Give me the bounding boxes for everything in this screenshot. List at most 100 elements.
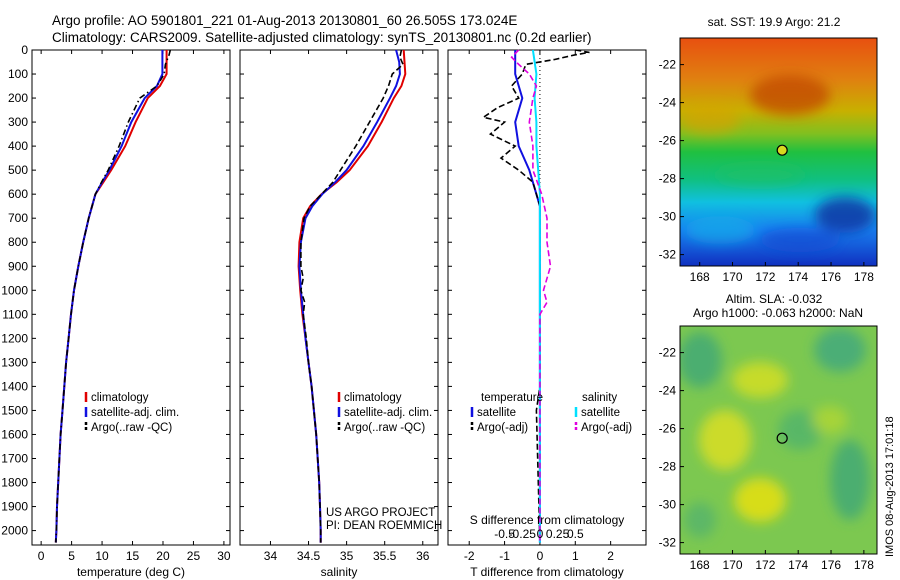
depth-tick-labels: 0 100 200 300 400 500 600 700 800 900 1000 1100 1200… — [1, 43, 28, 538]
map-y-tick-label: -30 — [659, 498, 677, 512]
legend-label: Argo(-adj) — [477, 422, 528, 434]
difference-legend: temperature salinity satellite Argo(-adj) sa… — [470, 392, 632, 434]
s-tick-label: 0 — [537, 527, 544, 541]
argo-position-marker — [776, 144, 788, 156]
map-y-tick-label: -32 — [659, 536, 677, 550]
sst-map: sat. SST: 19.9 Argo: 21.2 168 170 172 174 17… — [659, 15, 878, 284]
project-annotation-1: US ARGO PROJECT — [326, 507, 435, 519]
map-y-tick-label: -26 — [659, 422, 677, 436]
x-tick-label: 25 — [187, 549, 201, 563]
s-tick-label: -0.5 — [494, 527, 515, 541]
difference-panel: -2 -1 0 1 2 T difference from climatology S … — [447, 49, 647, 579]
depth-tick-label: 1400 — [1, 379, 28, 393]
map-x-tick-label: 172 — [755, 558, 775, 572]
legend-label: climatology — [344, 392, 402, 404]
series-line-argo-raw-qc- — [300, 49, 404, 543]
temperature-xlabel: temperature (deg C) — [77, 565, 185, 579]
salinity-legend: climatology satellite-adj. clim. Argo(..ra… — [337, 392, 432, 434]
series-line-argo-raw-qc- — [55, 49, 172, 543]
series-line-satellite-adj-clim- — [54, 50, 164, 543]
map-x-tick-label: 176 — [821, 558, 841, 572]
sla-map-frame — [679, 325, 878, 555]
depth-tick-label: 200 — [8, 91, 28, 105]
map-x-tick-label: 174 — [788, 270, 808, 284]
salinity-panel: 34 34.5 35 35.5 36 salinity climatology satel… — [239, 49, 442, 579]
depth-tick-label: 2000 — [1, 524, 28, 538]
sla-heatmap-field — [680, 326, 877, 554]
depth-tick-label: 1300 — [1, 355, 28, 369]
project-annotation-2: PI: DEAN ROEMMICH — [326, 520, 442, 532]
map-y-tick-label: -28 — [659, 172, 677, 186]
x-tick-label: 20 — [156, 549, 170, 563]
x-tick-label: 0 — [38, 549, 45, 563]
x-tick-label: 35 — [340, 549, 354, 563]
legend-label: Argo(..raw -QC) — [344, 422, 425, 434]
temperature-panel: 0 5 10 15 20 25 30 temperature (deg C) climato… — [31, 49, 231, 579]
map-x-tick-label: 170 — [723, 270, 743, 284]
depth-tick-label: 900 — [8, 259, 28, 273]
s-difference-tick-labels: -0.5-0.25 0 0.250.5 — [494, 527, 584, 541]
map-y-tick-label: -26 — [659, 134, 677, 148]
x-tick-label: 15 — [126, 549, 140, 563]
depth-tick-label: 300 — [8, 115, 28, 129]
temperature-axis-ticks: 0 5 10 15 20 25 30 — [32, 49, 231, 563]
x-tick-label: 34.5 — [297, 549, 321, 563]
series-line-climatology — [297, 49, 407, 543]
argo-position-marker-sla — [776, 432, 788, 444]
s-tick-label: 0.5 — [567, 527, 584, 541]
x-tick-label: 35.5 — [373, 549, 397, 563]
title-line-2: Climatology: CARS2009. Satellite-adjuste… — [52, 30, 592, 45]
sla-map-axis: 168 170 172 174 176 178 -22 -24 -26 -28 -30 -32 — [659, 346, 875, 572]
temperature-legend: climatology satellite-adj. clim. Argo(..ra… — [84, 392, 179, 434]
x-tick-label: 0 — [537, 549, 544, 563]
map-x-tick-label: 168 — [690, 558, 710, 572]
depth-tick-label: 1100 — [2, 307, 28, 321]
depth-tick-label: 800 — [8, 235, 28, 249]
legend-header-temperature: temperature — [481, 392, 543, 404]
depth-tick-label: 0 — [21, 43, 28, 57]
depth-tick-label: 700 — [8, 211, 28, 225]
depth-tick-label: 400 — [8, 139, 28, 153]
legend-header-salinity: salinity — [582, 392, 617, 404]
depth-tick-label: 100 — [8, 67, 28, 81]
sst-map-title: sat. SST: 19.9 Argo: 21.2 — [708, 15, 841, 29]
x-tick-label: 1 — [572, 549, 579, 563]
legend-label: climatology — [91, 392, 149, 404]
map-x-tick-label: 176 — [821, 270, 841, 284]
map-y-tick-label: -30 — [659, 210, 677, 224]
s-difference-label: S difference from climatology — [470, 513, 625, 527]
title-line-1: Argo profile: AO 5901801_221 01-Aug-2013… — [52, 13, 517, 28]
legend-label: satellite — [581, 407, 620, 419]
salinity-xlabel: salinity — [321, 565, 358, 579]
x-tick-label: -1 — [499, 549, 510, 563]
sla-map: Altim. SLA: -0.032 Argo h1000: -0.063 h2… — [659, 292, 878, 572]
x-tick-label: 36 — [416, 549, 430, 563]
salinity-axis-ticks: 34 34.5 35 35.5 36 — [240, 49, 438, 563]
map-y-tick-label: -22 — [659, 346, 677, 360]
depth-tick-label: 1900 — [1, 500, 28, 514]
depth-tick-label: 500 — [8, 163, 28, 177]
series-line-argo-adj- — [510, 49, 552, 543]
depth-tick-label: 1800 — [1, 476, 28, 490]
s-tick-label: -0.25 — [509, 527, 537, 541]
series-line-satellite-adj-clim- — [298, 49, 401, 543]
depth-tick-label: 1200 — [1, 331, 28, 345]
map-x-tick-label: 178 — [854, 270, 874, 284]
map-x-tick-label: 172 — [755, 270, 775, 284]
map-x-tick-label: 168 — [690, 270, 710, 284]
map-y-tick-label: -24 — [659, 384, 677, 398]
salinity-series — [297, 49, 407, 543]
legend-label: satellite-adj. clim. — [344, 407, 432, 419]
sla-map-title-1: Altim. SLA: -0.032 — [726, 292, 823, 306]
temperature-series — [54, 49, 172, 543]
x-tick-label: 2 — [607, 549, 614, 563]
difference-plot-frame — [447, 49, 647, 546]
map-x-tick-label: 174 — [788, 558, 808, 572]
map-x-tick-label: 178 — [854, 558, 874, 572]
temperature-plot-frame — [31, 49, 231, 546]
x-tick-label: 5 — [68, 549, 75, 563]
legend-label: Argo(-adj) — [581, 422, 632, 434]
difference-axis-ticks: -2 -1 0 1 2 — [448, 49, 646, 563]
map-y-tick-label: -28 — [659, 460, 677, 474]
